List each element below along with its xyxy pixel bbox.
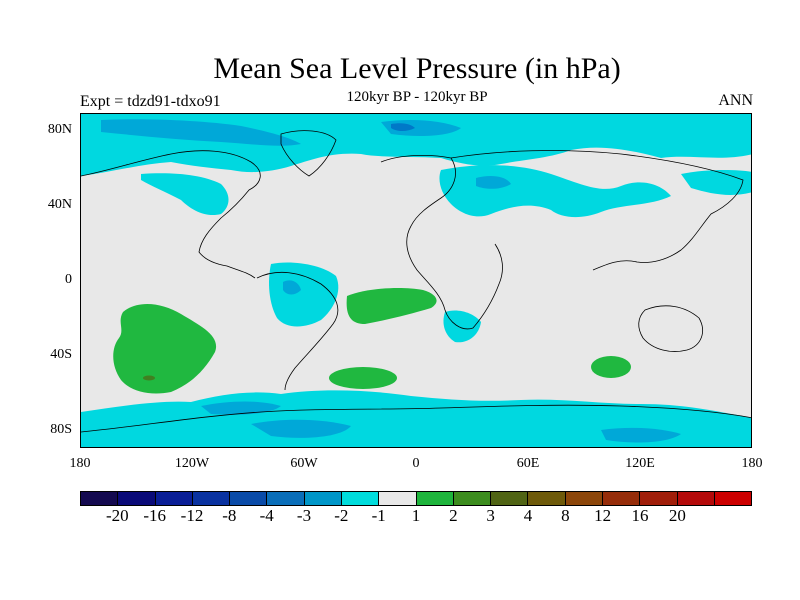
indian-ocean-positive <box>591 356 631 378</box>
colorbar-tick-label: 3 <box>486 506 495 525</box>
experiment-label: Expt = tdzd91-tdxo91 <box>80 93 221 110</box>
southern-ocean-negative-core <box>601 427 681 443</box>
south-america-coast <box>256 272 339 391</box>
south-pacific-positive-core <box>143 375 155 381</box>
colorbar-tick-label: -20 <box>105 506 129 525</box>
colorbar-swatch <box>714 492 752 505</box>
colorbar-tick-label: -8 <box>222 506 237 525</box>
colorbar-swatch <box>230 492 268 505</box>
lon-label-60w: 60W <box>290 456 318 471</box>
plot-title: Mean Sea Level Pressure (in hPa) <box>213 52 621 85</box>
colorbar-swatch <box>192 492 231 505</box>
colorbar-tick-label: -2 <box>334 506 349 525</box>
south-pacific-positive <box>113 303 217 394</box>
colorbar-swatch <box>118 492 156 505</box>
colorbar-tick-label: -16 <box>143 506 166 525</box>
colorbar-tick-label: -12 <box>180 506 204 525</box>
antarctica-coast <box>81 404 751 433</box>
colorbar-tick-label: -4 <box>259 506 274 525</box>
plot-subtitle: 120kyr BP - 120kyr BP <box>346 89 488 105</box>
colorbar-swatch <box>155 492 193 505</box>
colorbar <box>80 491 752 506</box>
colorbar-tick-label: 16 <box>631 506 649 525</box>
colorbar-swatch <box>677 492 715 505</box>
lon-label-180e: 180 <box>741 456 763 471</box>
arctic-negative-core <box>101 119 301 146</box>
colorbar-swatch <box>304 492 342 505</box>
colorbar-tick-label: 20 <box>668 506 686 525</box>
south-atlantic-positive <box>329 367 397 389</box>
colorbar-swatch <box>602 492 641 505</box>
arctic-negative-core <box>391 123 415 131</box>
tropical-atlantic-positive <box>346 288 437 324</box>
lon-label-60e: 60E <box>516 456 540 471</box>
north-america-coast <box>81 150 261 279</box>
south-america-negative-core <box>283 280 301 295</box>
lon-label-120w: 120W <box>174 456 210 471</box>
colorbar-swatch <box>416 492 454 505</box>
australia-coast <box>638 305 703 352</box>
colorbar-swatch <box>341 492 380 505</box>
lat-label-80n: 80N <box>47 122 72 137</box>
asia-coast <box>450 150 744 271</box>
colorbar-tick-label: 4 <box>523 506 533 525</box>
colorbar-tick-label: 1 <box>411 506 421 525</box>
colorbar-swatch <box>81 492 119 505</box>
colorbar-tick-label: -1 <box>371 506 386 525</box>
colorbar-swatch <box>528 492 566 505</box>
colorbar-tick-label: 8 <box>561 506 570 525</box>
lon-label-120e: 120E <box>625 456 655 471</box>
neutral-field <box>81 114 751 447</box>
colorbar-tick-label: -3 <box>296 506 312 525</box>
south-africa-negative <box>443 310 481 343</box>
colorbar-swatch <box>453 492 492 505</box>
season-label: ANN <box>718 92 753 109</box>
greenland-coast <box>280 130 337 177</box>
colorbar-swatch <box>491 492 529 505</box>
map-panel <box>80 113 752 448</box>
colorbar-swatch <box>267 492 305 505</box>
coastlines <box>81 130 751 433</box>
colorbar-swatch <box>640 492 678 505</box>
colorbar-swatch <box>565 492 603 505</box>
north-america-negative <box>141 173 229 216</box>
eurasia-negative-core <box>476 176 511 189</box>
lat-label-40n: 40N <box>47 197 72 212</box>
lon-label-0: 0 <box>412 456 420 471</box>
europe-africa-coast <box>380 154 503 330</box>
southern-ocean-negative-core <box>251 419 351 438</box>
lat-label-0: 0 <box>65 272 72 287</box>
lat-label-40s: 40S <box>50 347 72 362</box>
colorbar-tick-label: 12 <box>594 506 612 525</box>
colorbar-swatch <box>379 492 417 505</box>
lat-label-80s: 80S <box>50 422 72 437</box>
lon-label-180w: 180 <box>69 456 91 471</box>
colorbar-tick-label: 2 <box>449 506 458 525</box>
southern-ocean-negative-core <box>201 401 281 415</box>
south-america-negative <box>269 262 339 327</box>
pressure-map <box>81 114 751 447</box>
